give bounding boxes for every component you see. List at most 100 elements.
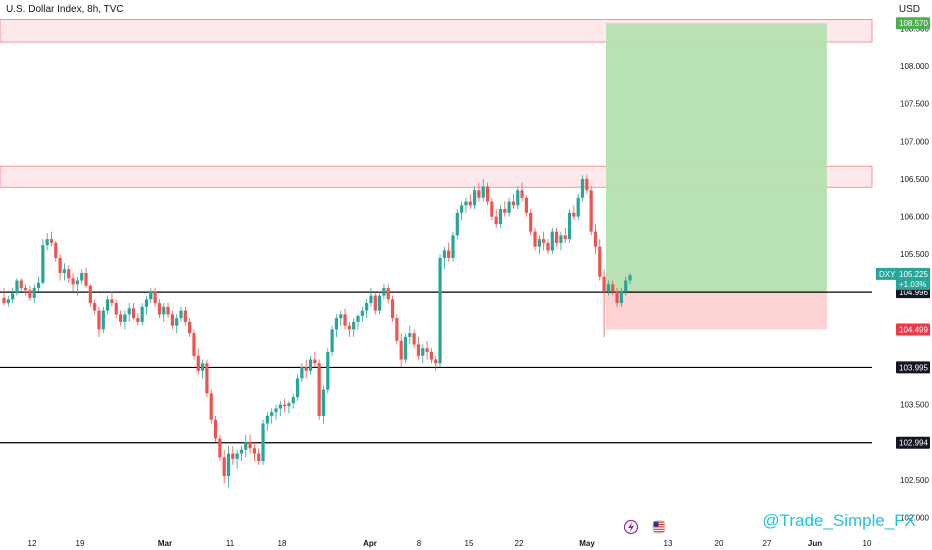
candle-body: [542, 239, 546, 243]
candle: [542, 231, 546, 251]
candle: [339, 310, 343, 326]
candle-body: [464, 201, 468, 206]
candle-body: [317, 363, 321, 416]
candle: [54, 240, 58, 262]
candle: [360, 306, 364, 322]
candle-body: [606, 284, 611, 292]
candle-body: [334, 318, 339, 330]
candle: [153, 288, 157, 307]
candle-body: [408, 333, 412, 337]
candle-body: [157, 303, 162, 315]
candle-body: [19, 280, 23, 289]
candle-body: [2, 297, 6, 304]
candle-body: [537, 239, 541, 247]
candle: [507, 197, 511, 217]
candle-body: [295, 378, 300, 398]
candle: [170, 310, 174, 330]
candle-body: [308, 359, 313, 371]
level-price-label-text: 103.995: [899, 363, 928, 372]
candle-body: [45, 239, 49, 246]
candle: [511, 194, 516, 210]
candle-body: [421, 348, 425, 356]
candle-body: [75, 280, 79, 285]
candle: [23, 284, 28, 296]
candle-body: [170, 314, 174, 326]
candle-body: [153, 291, 157, 304]
symbol-badge-bg: [876, 267, 896, 280]
candle-body: [520, 190, 524, 198]
candle-body: [23, 288, 28, 291]
candle: [356, 314, 360, 330]
candle-body: [498, 209, 503, 225]
candle-body: [283, 404, 287, 407]
candle-body: [222, 457, 226, 477]
candle: [321, 385, 326, 424]
candle: [265, 412, 269, 431]
candle-body: [343, 314, 347, 326]
candle-body: [175, 318, 179, 326]
candle: [373, 291, 377, 315]
candle-body: [378, 295, 382, 311]
candle-body: [80, 273, 84, 281]
last-price-bg: [896, 267, 930, 290]
candle-body: [265, 415, 269, 424]
candle: [378, 291, 382, 315]
candle-body: [477, 190, 481, 198]
candle: [408, 325, 412, 345]
candle: [45, 233, 49, 251]
candle: [106, 295, 110, 315]
candle: [278, 400, 282, 416]
candle: [244, 434, 248, 458]
candle-body: [360, 310, 364, 316]
candle: [308, 355, 313, 375]
candle-body: [270, 412, 274, 416]
candle: [166, 303, 170, 319]
candle-body: [235, 453, 239, 459]
candle-body: [71, 278, 75, 285]
candle: [110, 291, 114, 307]
last-price-text: 105.225: [899, 270, 928, 279]
candle-body: [136, 318, 140, 322]
candle: [580, 175, 585, 202]
candle: [157, 299, 162, 319]
candle-body: [455, 212, 459, 236]
candle-body: [97, 310, 101, 330]
candle-body: [326, 351, 330, 390]
candle-body: [166, 306, 170, 315]
candle: [101, 306, 105, 334]
candle-body: [529, 212, 533, 232]
candle: [118, 310, 123, 326]
candle: [88, 284, 92, 307]
candle: [213, 415, 218, 443]
candle: [455, 209, 459, 240]
candle: [585, 175, 589, 195]
candle-body: [6, 299, 10, 304]
candle-body: [196, 355, 200, 371]
candle: [572, 205, 576, 221]
candle-body: [244, 442, 248, 450]
target-price-label: 108.570: [896, 17, 930, 30]
candle: [334, 314, 339, 337]
candle-body: [373, 295, 377, 311]
lightning-icon-bolt: [628, 522, 634, 532]
candle-body: [162, 306, 166, 315]
candle: [209, 389, 213, 424]
candle: [602, 269, 606, 337]
y-tick-label: 102.500: [900, 476, 929, 485]
candle: [84, 267, 88, 289]
candle: [192, 329, 196, 360]
candle-body: [101, 310, 105, 330]
candle: [365, 299, 369, 319]
candle: [41, 239, 45, 285]
level-price-label: 103.995: [896, 361, 930, 374]
candle-body: [563, 235, 567, 240]
candle-body: [352, 321, 356, 330]
candle: [75, 276, 79, 296]
currency-label[interactable]: USD: [898, 4, 920, 15]
candle-body: [209, 393, 213, 420]
x-tick-label: 12: [28, 539, 37, 548]
candle: [494, 209, 498, 228]
candle-body: [485, 186, 490, 202]
candle-body: [628, 275, 632, 281]
